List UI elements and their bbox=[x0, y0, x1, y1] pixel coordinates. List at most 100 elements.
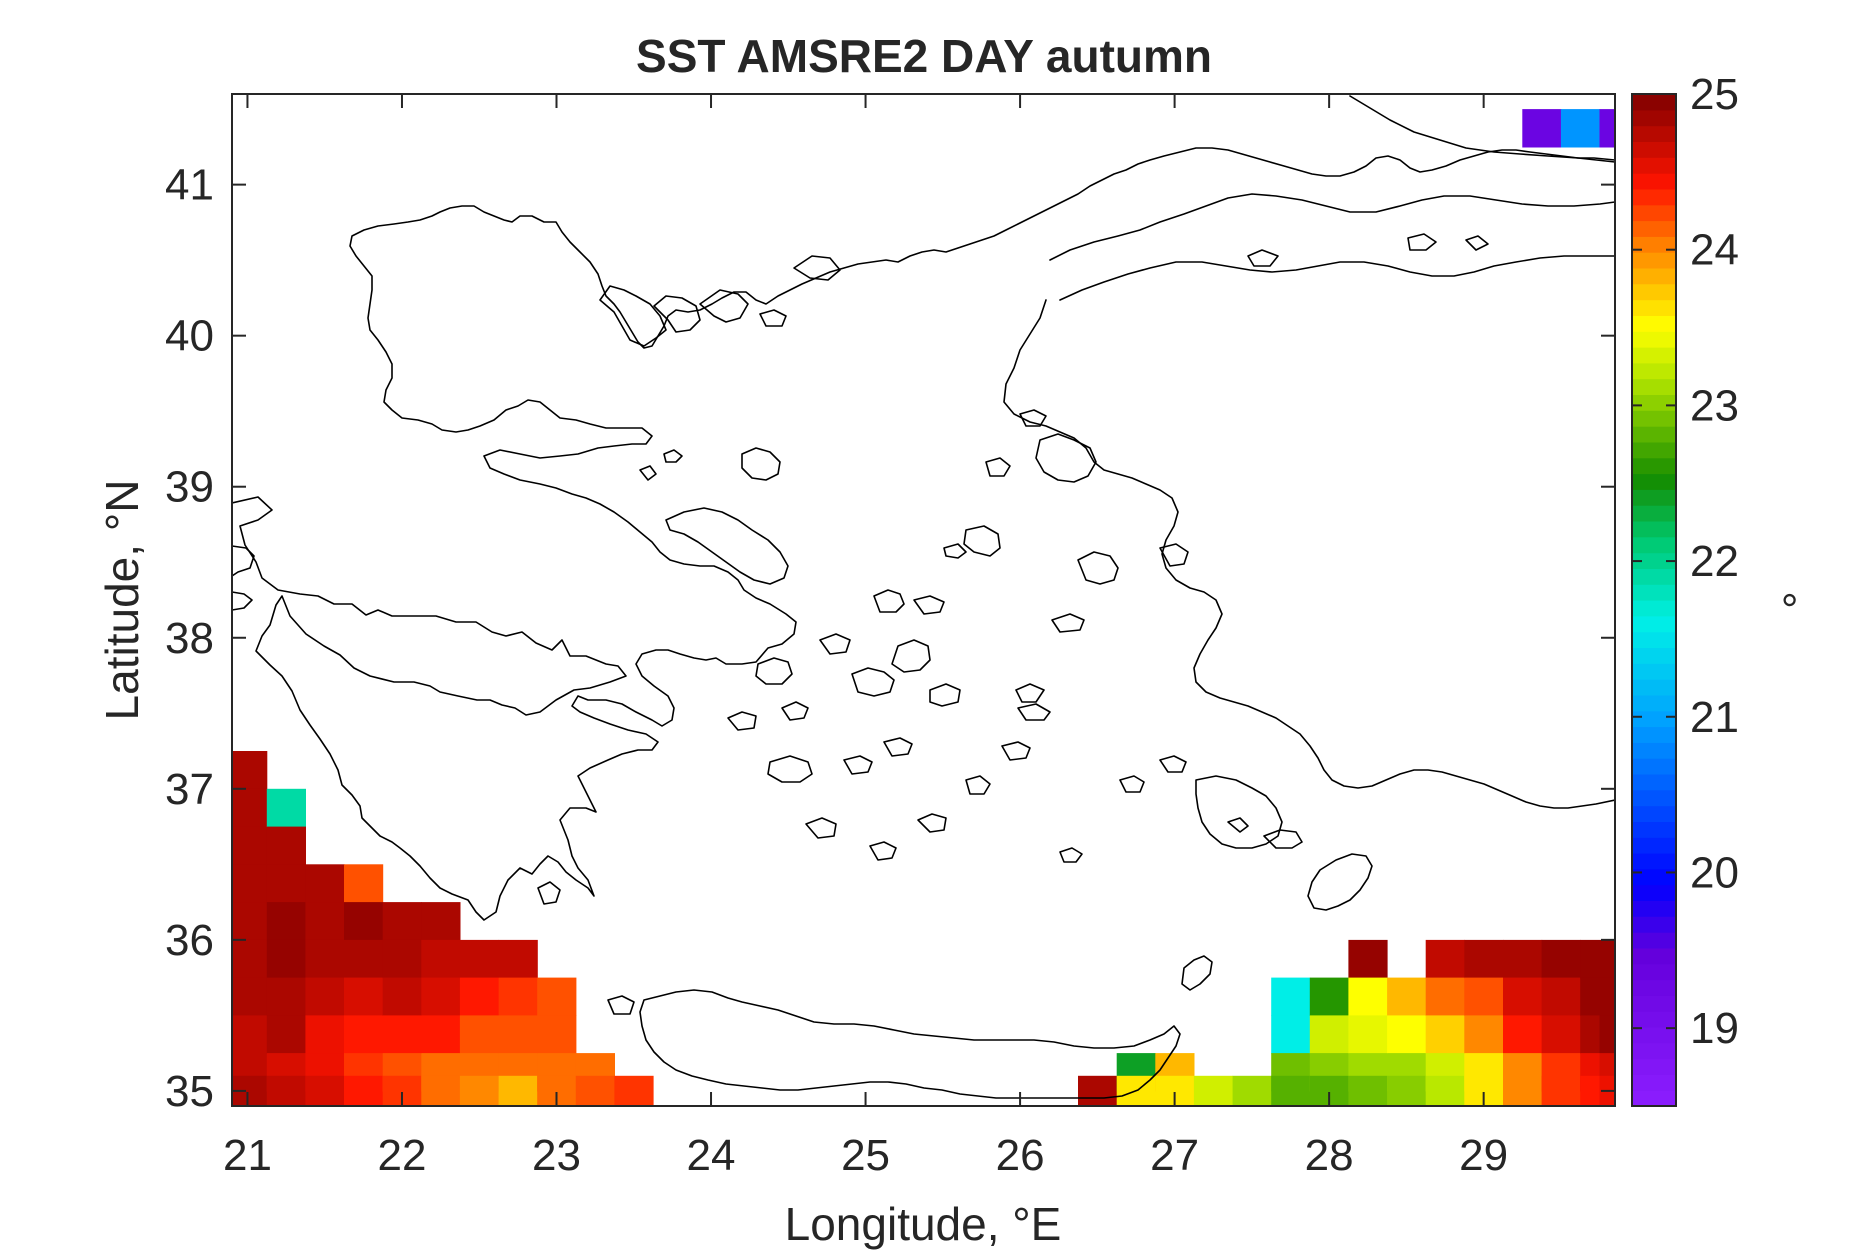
heatmap-cell bbox=[1387, 977, 1427, 1016]
colorbar-segment bbox=[1632, 900, 1676, 917]
colorbar-segment bbox=[1632, 141, 1676, 158]
heatmap-cell bbox=[305, 977, 345, 1016]
colorbar-segment bbox=[1632, 473, 1676, 490]
heatmap-cell bbox=[1503, 1075, 1543, 1106]
heatmap-cell bbox=[232, 902, 268, 941]
heatmap-cell bbox=[421, 1015, 461, 1054]
heatmap-cell bbox=[1348, 1075, 1388, 1106]
heatmap-cell bbox=[266, 939, 306, 979]
colorbar-tick-label: 22 bbox=[1690, 537, 1739, 586]
heatmap-cell bbox=[1387, 1075, 1427, 1106]
colorbar-segment bbox=[1632, 963, 1676, 981]
heatmap-cell bbox=[421, 902, 461, 941]
heatmap-cell bbox=[1271, 977, 1311, 1016]
heatmap-cell bbox=[344, 977, 384, 1016]
colorbar-segment bbox=[1632, 520, 1676, 538]
heatmap-cell bbox=[382, 902, 422, 941]
colorbar-segment bbox=[1632, 805, 1676, 822]
heatmap-cell bbox=[266, 1075, 306, 1106]
heatmap-cell bbox=[1503, 939, 1543, 979]
heatmap-cells bbox=[232, 109, 1615, 1106]
y-tick-label: 40 bbox=[165, 312, 214, 361]
heatmap-cell bbox=[305, 902, 345, 941]
heatmap-cell bbox=[459, 939, 500, 979]
colorbar-segment bbox=[1632, 568, 1676, 585]
heatmap-cell bbox=[1599, 977, 1615, 1016]
heatmap-cell bbox=[1503, 977, 1543, 1016]
heatmap-cell bbox=[459, 1075, 500, 1106]
colorbar-segment bbox=[1632, 1074, 1676, 1091]
heatmap-cell bbox=[498, 977, 538, 1016]
colorbar-segment bbox=[1632, 94, 1676, 111]
heatmap-cell bbox=[266, 826, 306, 865]
heatmap-cell bbox=[305, 1075, 345, 1106]
colorbar-label: ° bbox=[1755, 591, 1804, 609]
colorbar-ticks: 19 20 21 22 23 24 25 bbox=[1632, 70, 1739, 1053]
heatmap-cell bbox=[498, 1075, 538, 1106]
heatmap-cell bbox=[614, 1075, 654, 1106]
colorbar-segment bbox=[1632, 362, 1676, 380]
colorbar-tick-label: 25 bbox=[1690, 70, 1739, 119]
heatmap-cell bbox=[1425, 1015, 1465, 1054]
heatmap-cell bbox=[1193, 1075, 1234, 1106]
x-tick-label: 23 bbox=[532, 1131, 581, 1180]
heatmap-cell bbox=[1271, 1015, 1311, 1054]
colorbar-segment bbox=[1632, 1026, 1676, 1044]
heatmap-cell bbox=[382, 939, 422, 979]
colorbar-segment bbox=[1632, 710, 1676, 728]
heatmap-cell bbox=[344, 864, 384, 903]
heatmap-cell bbox=[1387, 1015, 1427, 1054]
colorbar-tick-label: 20 bbox=[1690, 848, 1739, 897]
colorbar-segment bbox=[1632, 679, 1676, 696]
colorbar-segment bbox=[1632, 726, 1676, 743]
heatmap-cell bbox=[498, 939, 538, 979]
colorbar-segment bbox=[1632, 283, 1676, 301]
colorbar-segment bbox=[1632, 410, 1676, 427]
colorbar-segment bbox=[1632, 331, 1676, 348]
colorbar-segment bbox=[1632, 584, 1676, 601]
heatmap-cell bbox=[382, 1015, 422, 1054]
colorbar-segment bbox=[1632, 173, 1676, 190]
chart-title: SST AMSRE2 DAY autumn bbox=[636, 30, 1212, 82]
heatmap-cell bbox=[1541, 977, 1581, 1016]
x-tick-label: 21 bbox=[223, 1131, 272, 1180]
colorbar-segment bbox=[1632, 220, 1676, 237]
y-tick-label: 37 bbox=[165, 765, 214, 814]
colorbar-segment bbox=[1632, 837, 1676, 854]
colorbar-segment bbox=[1632, 663, 1676, 680]
colorbar-segment bbox=[1632, 1042, 1676, 1060]
colorbar-frame bbox=[1631, 93, 1677, 1107]
colorbar-segment bbox=[1632, 489, 1676, 506]
colorbar-segment bbox=[1632, 647, 1676, 664]
heatmap-cell bbox=[1425, 939, 1465, 979]
x-tick-label: 26 bbox=[996, 1131, 1045, 1180]
colorbar-segment bbox=[1632, 694, 1676, 712]
heatmap-cell bbox=[1271, 1075, 1311, 1106]
heatmap-cell bbox=[1599, 109, 1615, 148]
x-tick-label: 28 bbox=[1305, 1131, 1354, 1180]
heatmap-cell bbox=[344, 939, 384, 979]
x-tick-label: 27 bbox=[1150, 1131, 1199, 1180]
heatmap-cell bbox=[266, 902, 306, 941]
colorbar-segment bbox=[1632, 252, 1676, 269]
heatmap-cell bbox=[266, 788, 306, 828]
colorbar-segment bbox=[1632, 884, 1676, 901]
colorbar-segment bbox=[1632, 394, 1676, 411]
colorbar-segment bbox=[1632, 789, 1676, 807]
y-tick-label: 39 bbox=[165, 463, 214, 512]
heatmap-cell bbox=[232, 826, 268, 865]
colorbar-tick-label: 23 bbox=[1690, 381, 1739, 430]
heatmap-cell bbox=[1309, 977, 1349, 1016]
heatmap-cell bbox=[1464, 977, 1504, 1016]
colorbar-segment bbox=[1632, 536, 1676, 554]
axes-frame bbox=[231, 93, 1616, 1107]
heatmap-cell bbox=[1503, 1015, 1543, 1054]
x-tick-label: 24 bbox=[687, 1131, 736, 1180]
heatmap-cell bbox=[305, 864, 345, 903]
heatmap-cell bbox=[421, 977, 461, 1016]
heatmap-cell bbox=[421, 1075, 461, 1106]
colorbar-segment bbox=[1632, 947, 1676, 965]
y-tick-label: 35 bbox=[165, 1067, 214, 1116]
colorbar-segment bbox=[1632, 773, 1676, 791]
heatmap-cell bbox=[1464, 939, 1504, 979]
